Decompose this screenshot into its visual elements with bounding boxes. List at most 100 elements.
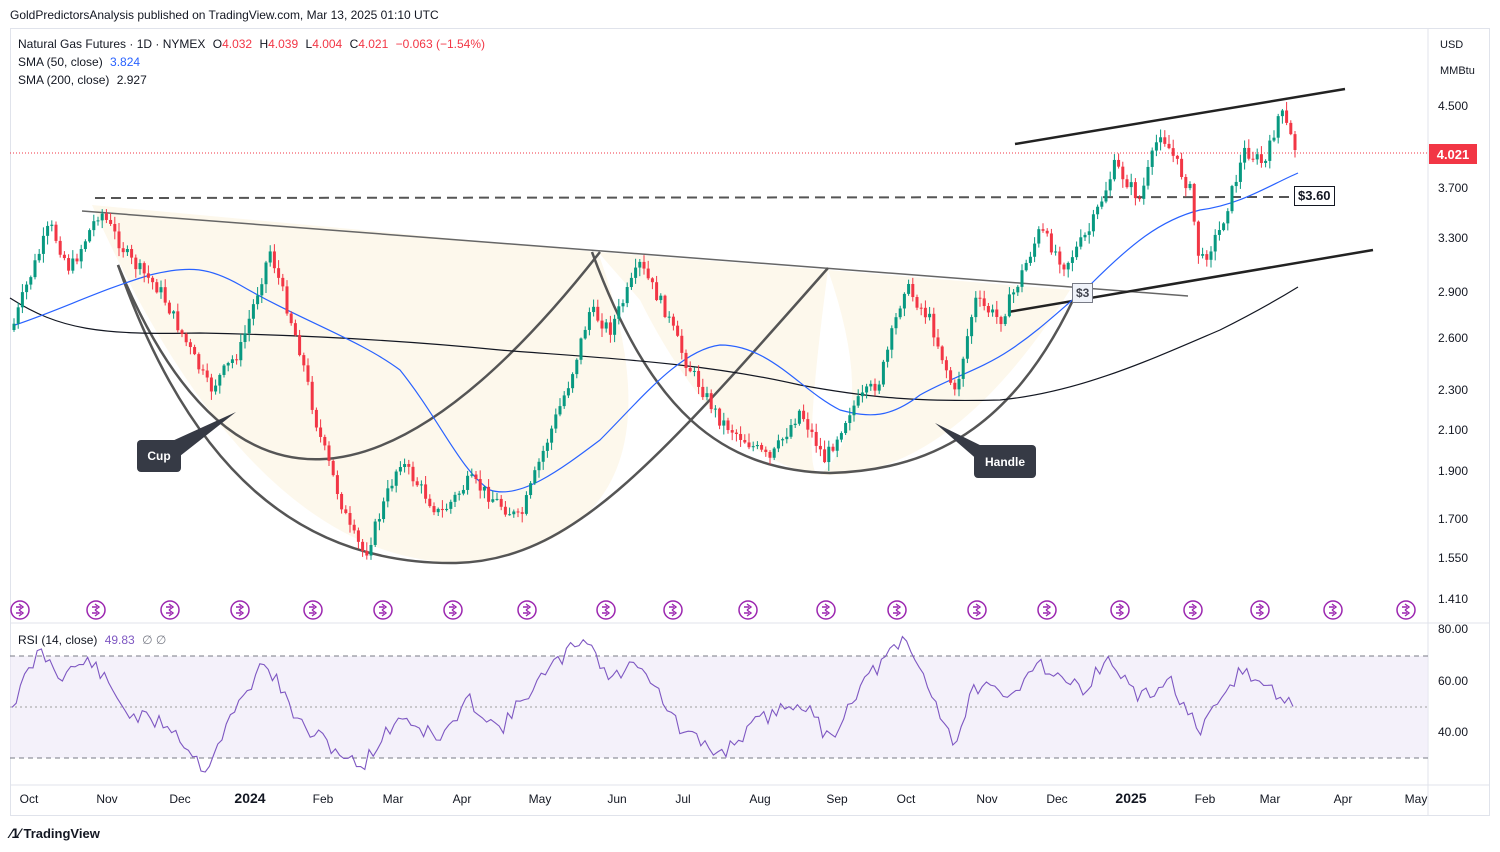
candle (235, 354, 239, 365)
candle (1062, 262, 1066, 277)
event-icon[interactable] (596, 600, 616, 620)
candle (466, 470, 470, 495)
event-icon[interactable] (1037, 600, 1057, 620)
neckline[interactable] (81, 210, 1189, 297)
candle (953, 379, 957, 396)
event-icon[interactable] (663, 600, 683, 620)
candle (62, 251, 66, 261)
time-tick-label: Apr (1334, 792, 1353, 806)
time-tick-label: Mar (383, 792, 404, 806)
event-icons[interactable] (10, 600, 1416, 620)
event-icon[interactable] (86, 600, 106, 620)
candle (680, 329, 684, 360)
resistance-line-360[interactable] (94, 196, 1295, 199)
tradingview-brand: TradingView (23, 825, 100, 841)
event-icon[interactable] (443, 600, 463, 620)
axis-unit-currency[interactable]: USD (1440, 39, 1464, 51)
cup-area (92, 205, 629, 563)
candle (1180, 152, 1184, 180)
candle (571, 372, 575, 393)
time-tick-label: Mar (1260, 792, 1281, 806)
chart-frame[interactable] (10, 28, 1490, 816)
channel-upper[interactable] (1014, 87, 1346, 146)
price-tick-label: 2.300 (1438, 383, 1468, 397)
candle (894, 312, 898, 335)
channel-lower[interactable] (1007, 248, 1374, 314)
candle (537, 458, 541, 478)
event-icon[interactable] (160, 600, 180, 620)
candle (898, 305, 902, 320)
level-360-label[interactable]: $3.60 (1294, 186, 1335, 206)
candle (382, 497, 386, 523)
event-icon[interactable] (1110, 600, 1130, 620)
cup-arc-main[interactable] (116, 264, 829, 565)
time-tick-label: 2024 (234, 790, 265, 806)
event-icon[interactable] (517, 600, 537, 620)
axis-unit-measure[interactable]: MMBtu (1440, 65, 1475, 77)
candle (877, 380, 881, 394)
candle (184, 332, 188, 347)
event-icon[interactable] (1183, 600, 1203, 620)
candle (785, 428, 789, 444)
candle (566, 381, 570, 399)
handle-area (820, 270, 1070, 476)
time-axis[interactable]: Oct Nov Dec 2024 Feb Mar Apr May Jun Jul Aug Sep Oct… (20, 790, 1428, 806)
candle (256, 287, 260, 310)
candle (1280, 108, 1284, 124)
level-3-label[interactable]: $3 (1072, 283, 1094, 303)
event-icon[interactable] (816, 600, 836, 620)
candle (1230, 184, 1234, 214)
candle (277, 260, 281, 285)
time-tick-label: Nov (976, 792, 997, 806)
candle (88, 228, 92, 243)
candle (533, 466, 537, 486)
handle-callout[interactable]: Handle (974, 445, 1036, 478)
candle (461, 485, 465, 496)
candle (302, 352, 306, 372)
candle (1075, 241, 1079, 260)
ohlc-close: 4.021 (358, 37, 389, 51)
candle (1108, 171, 1112, 197)
candle (58, 236, 62, 258)
event-icon[interactable] (1396, 600, 1416, 620)
candle (134, 254, 138, 278)
candle (667, 311, 671, 323)
candle (1142, 177, 1146, 205)
candle (789, 418, 793, 439)
rsi-axis[interactable]: 80.00 60.00 40.00 (1438, 622, 1468, 739)
cup-arc[interactable] (116, 251, 601, 461)
candle (718, 407, 722, 430)
event-icon[interactable] (373, 600, 393, 620)
tradingview-footer[interactable]: ⁄1⁄ TradingView (10, 825, 100, 841)
event-icon[interactable] (303, 600, 323, 620)
cup-callout[interactable]: Cup (137, 440, 181, 472)
candle (1003, 313, 1007, 327)
candle (848, 407, 852, 431)
candle (1033, 237, 1037, 263)
event-icon[interactable] (1323, 600, 1343, 620)
price-tick-label: 1.550 (1438, 551, 1468, 565)
candle (688, 361, 692, 373)
candle (449, 499, 453, 514)
candle (138, 259, 142, 275)
candle (356, 527, 360, 549)
event-icon[interactable] (967, 600, 987, 620)
candle (713, 405, 717, 418)
handle-arc[interactable] (590, 251, 1082, 475)
candle (37, 249, 41, 263)
event-icon[interactable] (230, 600, 250, 620)
event-icon[interactable] (1250, 600, 1270, 620)
candle (1058, 246, 1062, 274)
event-icon[interactable] (887, 600, 907, 620)
price-axis[interactable]: 4.500 3.700 3.300 2.900 2.600 2.300 2.100 1.900… (1438, 99, 1468, 606)
event-icon[interactable] (738, 600, 758, 620)
candle (508, 507, 512, 516)
candle (709, 389, 713, 414)
candle (398, 461, 402, 476)
candle (524, 491, 528, 516)
time-tick-label: Aug (749, 792, 770, 806)
event-icon[interactable] (10, 600, 30, 620)
candle (419, 480, 423, 494)
candle (415, 477, 419, 487)
